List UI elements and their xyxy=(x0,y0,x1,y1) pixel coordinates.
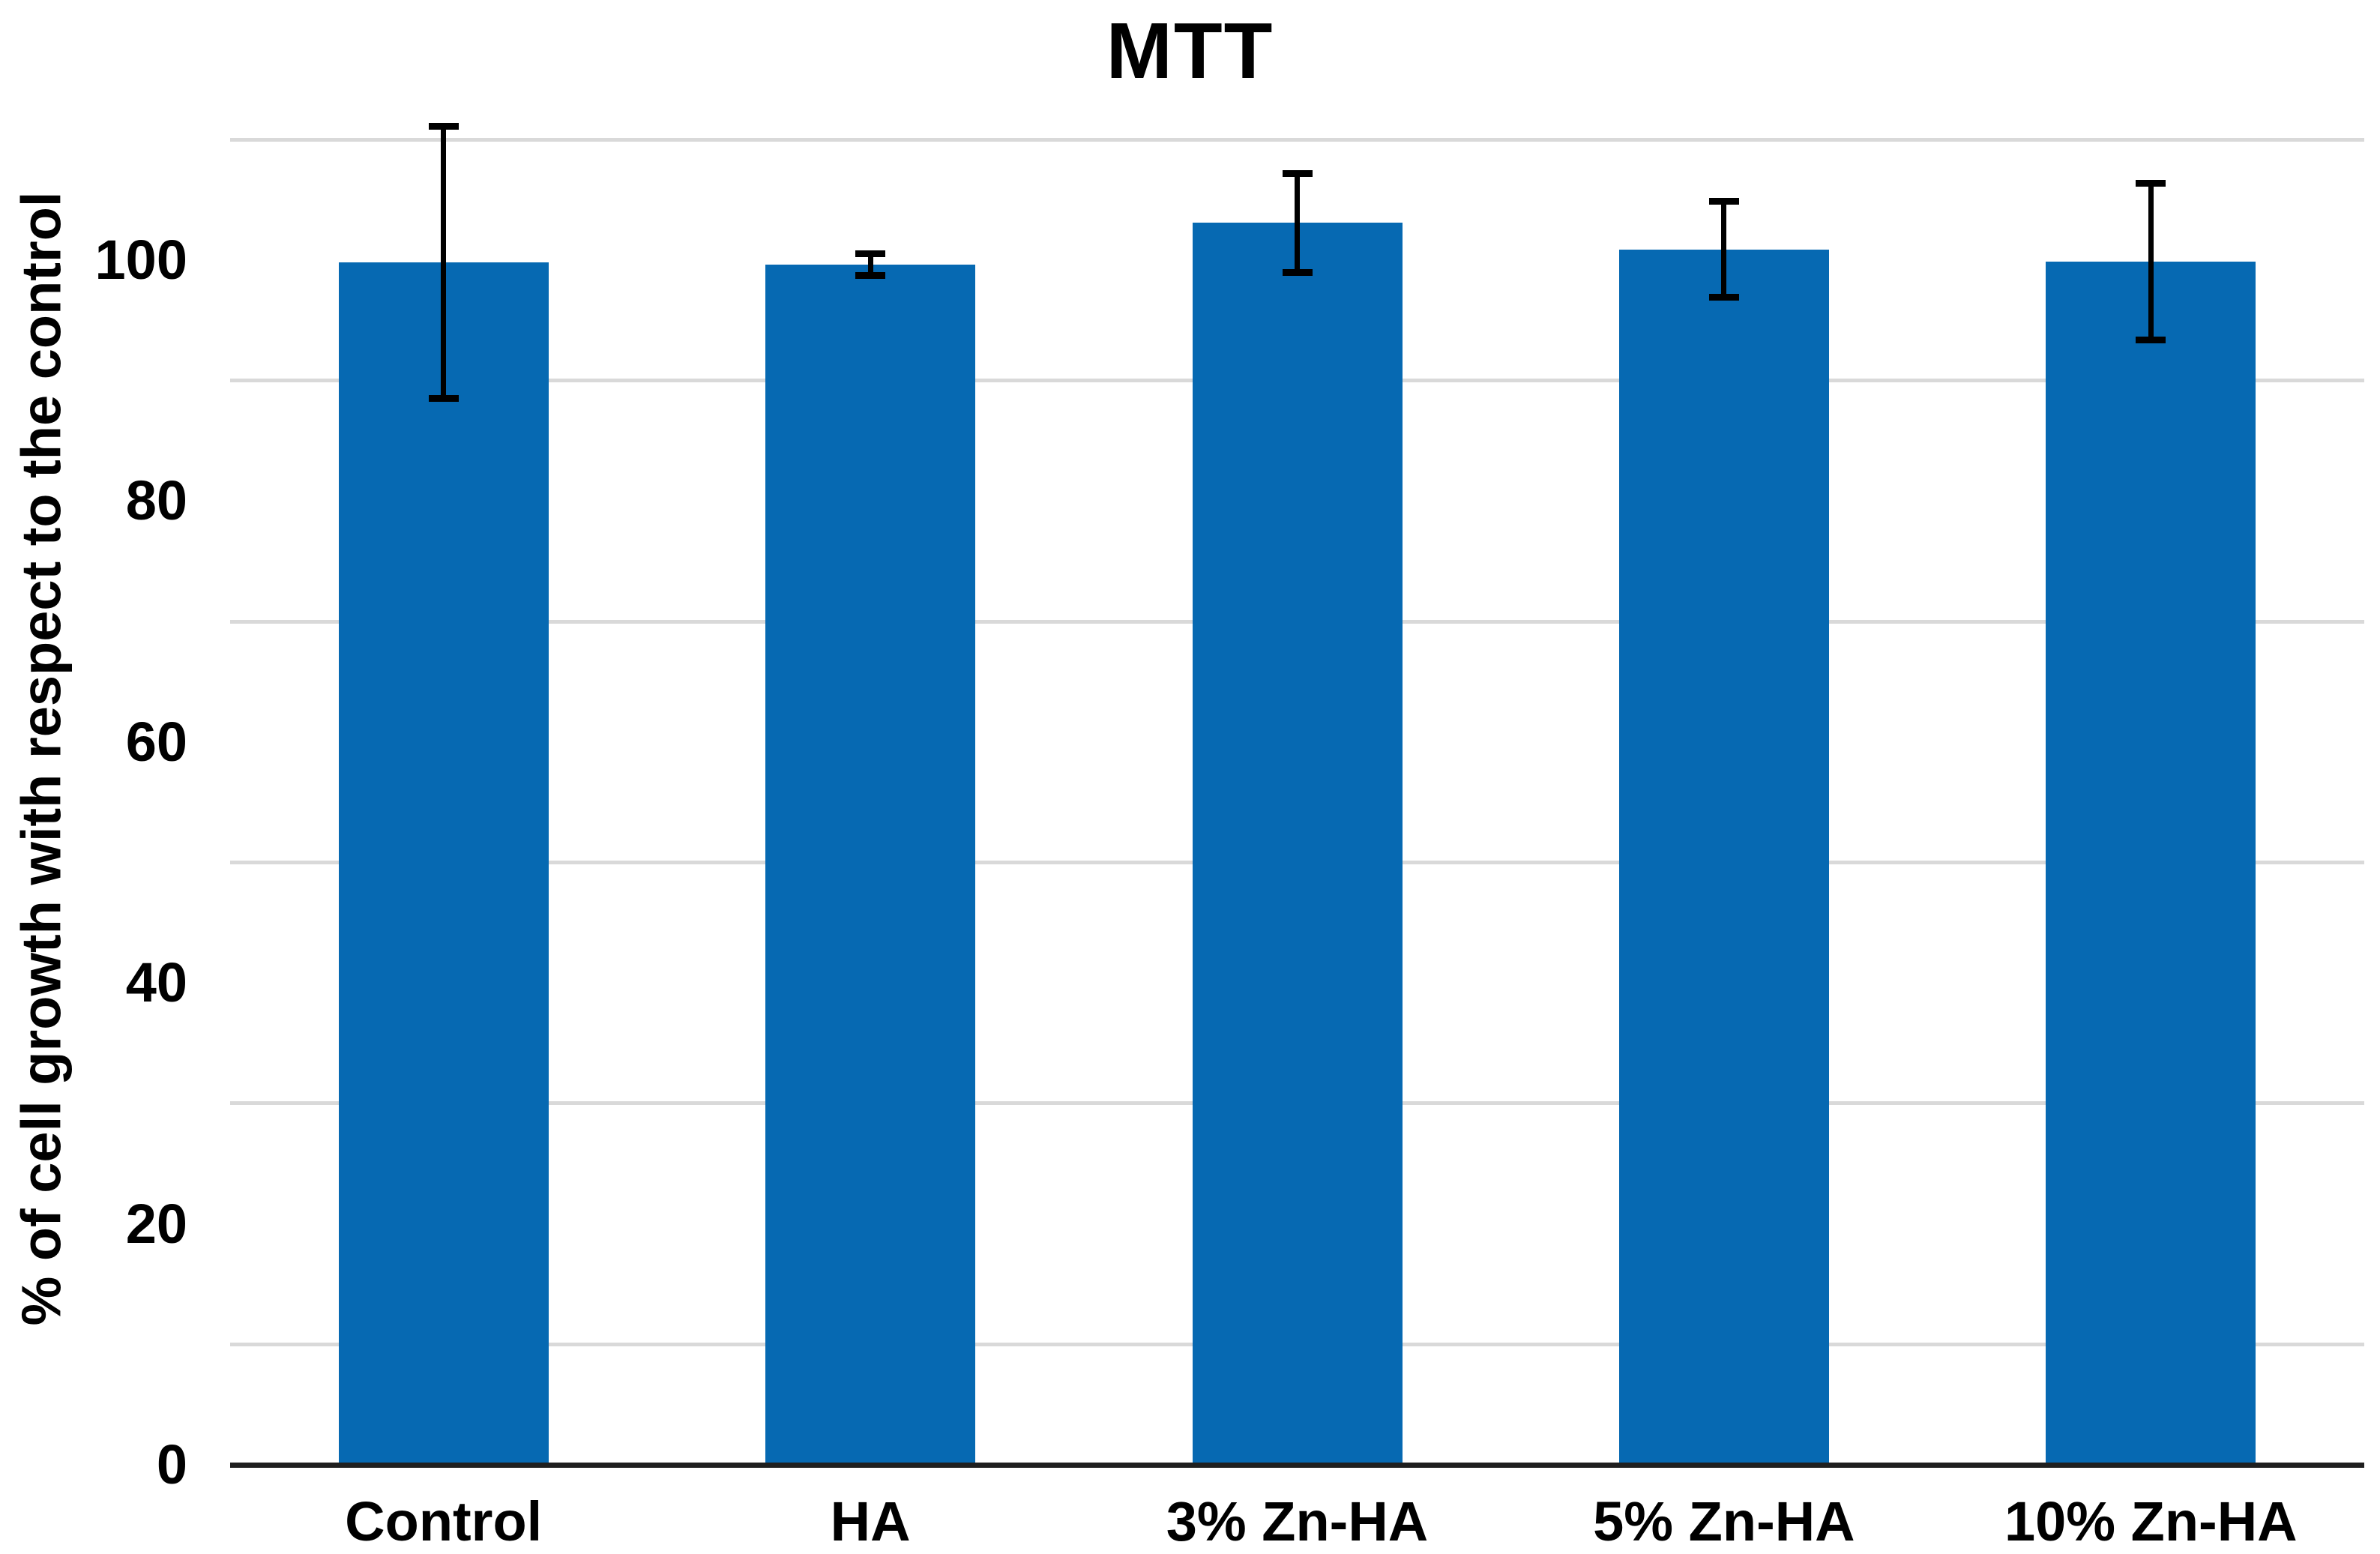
x-axis-line xyxy=(230,1463,2364,1468)
y-tick-label: 20 xyxy=(125,1192,187,1255)
y-gridline xyxy=(230,137,2364,142)
bar-10-zn-ha xyxy=(2046,261,2256,1465)
error-bar-cap xyxy=(855,250,886,258)
x-category-label: 5% Zn-HA xyxy=(1593,1490,1855,1553)
error-bar xyxy=(867,253,873,276)
y-tick-label: 60 xyxy=(125,710,187,773)
chart-title: MTT xyxy=(1106,7,1274,95)
error-bar-cap xyxy=(1708,197,1739,205)
bar-control xyxy=(338,262,549,1465)
x-category-label: HA xyxy=(830,1490,911,1553)
error-bar xyxy=(441,126,447,399)
bar-5-zn-ha xyxy=(1618,249,1829,1465)
error-bar-cap xyxy=(428,123,459,130)
bar-ha xyxy=(765,265,976,1465)
error-bar-cap xyxy=(2136,179,2166,187)
y-tick-label: 100 xyxy=(94,229,187,291)
error-bar xyxy=(1721,201,1727,298)
x-category-label: 10% Zn-HA xyxy=(2004,1490,2298,1553)
error-bar-cap xyxy=(1282,268,1313,276)
error-bar-cap xyxy=(428,395,459,403)
bar-3-zn-ha xyxy=(1192,223,1403,1465)
error-bar xyxy=(2148,183,2154,340)
y-tick-label: 80 xyxy=(125,469,187,532)
error-bar-cap xyxy=(1282,169,1313,177)
y-tick-label: 40 xyxy=(125,951,187,1014)
error-bar xyxy=(1295,173,1300,273)
error-bar-cap xyxy=(2136,336,2166,343)
error-bar-cap xyxy=(1708,294,1739,301)
x-category-label: Control xyxy=(345,1490,543,1553)
error-bar-cap xyxy=(855,272,886,280)
y-tick-label: 0 xyxy=(156,1433,187,1496)
x-category-label: 3% Zn-HA xyxy=(1166,1490,1429,1553)
